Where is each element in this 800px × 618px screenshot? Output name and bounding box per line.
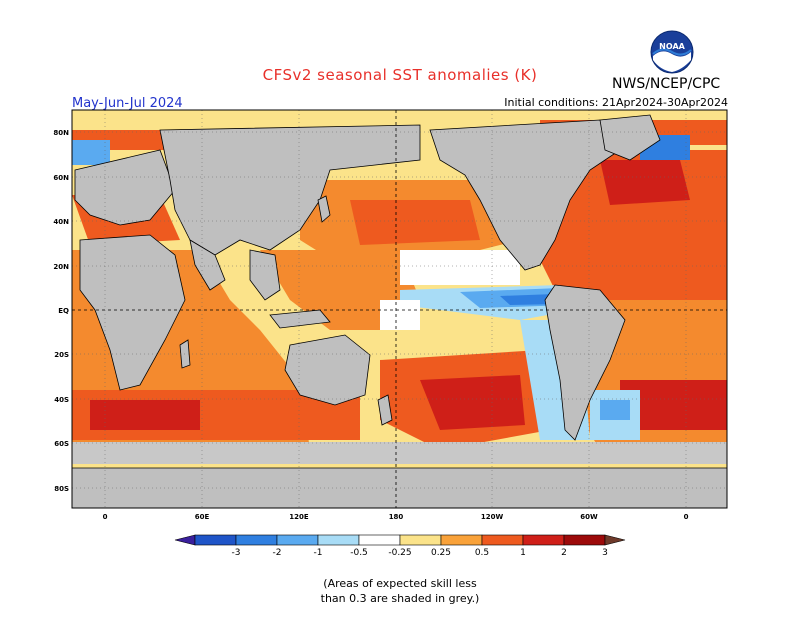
noaa-logo-icon: NOAA [650, 30, 694, 78]
lat-label-8: 80S [54, 485, 69, 493]
colorbar-label-1: -2 [273, 548, 282, 558]
skill-note-line1: (Areas of expected skill less [323, 577, 477, 590]
lon-label-4: 120W [481, 513, 504, 521]
colorbar-label-6: 0.5 [475, 548, 489, 558]
colorbar-label-9: 3 [602, 548, 608, 558]
map-panel [72, 110, 727, 508]
new-zealand [377, 394, 393, 426]
colorbar-segment-11 [604, 534, 626, 546]
colorbar-segment-10 [563, 534, 606, 546]
lat-label-6: 40S [54, 396, 69, 404]
latitude-labels: 80N 60N 40N 20N EQ 20S 40S 60S 80S [53, 129, 69, 493]
colorbar-segment-2 [235, 534, 278, 546]
colorbar-label-8: 2 [561, 548, 567, 558]
colorbar-label-3: -0.5 [350, 548, 368, 558]
colorbar-segment-9 [522, 534, 565, 546]
india [189, 239, 226, 291]
south-america [544, 284, 626, 441]
lon-label-1: 60E [195, 513, 210, 521]
australia [284, 334, 371, 406]
colorbar-segment-3 [276, 534, 319, 546]
colorbar-label-5: 0.25 [431, 548, 451, 558]
lon-label-3: 180 [389, 513, 404, 521]
colorbar-label-0: -3 [232, 548, 241, 558]
colorbar: -3 -2 -1 -0.5 -0.25 0.25 0.5 1 2 3 [174, 534, 626, 558]
africa [79, 234, 186, 391]
greenland [599, 114, 661, 161]
lat-label-0: 80N [53, 129, 69, 137]
colorbar-segment-7 [440, 534, 483, 546]
lat-label-4: EQ [58, 307, 69, 315]
asia [159, 124, 421, 256]
colorbar-segment-8 [481, 534, 524, 546]
organization-label: NWS/NCEP/CPC [612, 76, 721, 92]
colorbar-segment-6 [399, 534, 442, 546]
longitude-labels: 0 60E 120E 180 120W 60W 0 [103, 513, 689, 521]
colorbar-segment-1 [194, 534, 237, 546]
chart-title: CFSv2 seasonal SST anomalies (K) [262, 66, 538, 84]
indonesia [269, 309, 331, 329]
indochina [249, 249, 281, 301]
colorbar-segment-5 [358, 534, 401, 546]
lat-label-1: 60N [53, 174, 69, 182]
colorbar-label-2: -1 [314, 548, 323, 558]
europe [74, 149, 176, 226]
lat-label-3: 20N [53, 263, 69, 271]
lat-label-5: 20S [54, 351, 69, 359]
skill-note-line2: than 0.3 are shaded in grey.) [320, 592, 480, 605]
colorbar-label-4: -0.25 [388, 548, 411, 558]
lon-label-5: 60W [580, 513, 598, 521]
logo-text: NOAA [659, 42, 685, 51]
forecast-period: May-Jun-Jul 2024 [72, 96, 183, 111]
colorbar-segment-0 [174, 534, 196, 546]
land-masses [72, 114, 727, 508]
skill-note: (Areas of expected skill less than 0.3 a… [0, 576, 800, 606]
colorbar-label-7: 1 [520, 548, 526, 558]
initial-conditions: Initial conditions: 21Apr2024-30Apr2024 [504, 96, 728, 109]
lon-label-2: 120E [289, 513, 309, 521]
lon-label-0: 0 [103, 513, 108, 521]
lat-label-7: 60S [54, 440, 69, 448]
colorbar-segment-4 [317, 534, 360, 546]
low-skill-band [72, 442, 727, 464]
lon-label-6: 0 [684, 513, 689, 521]
map-frame [71, 109, 728, 509]
japan [317, 195, 331, 223]
lat-label-2: 40N [53, 218, 69, 226]
antarctica [72, 467, 727, 508]
